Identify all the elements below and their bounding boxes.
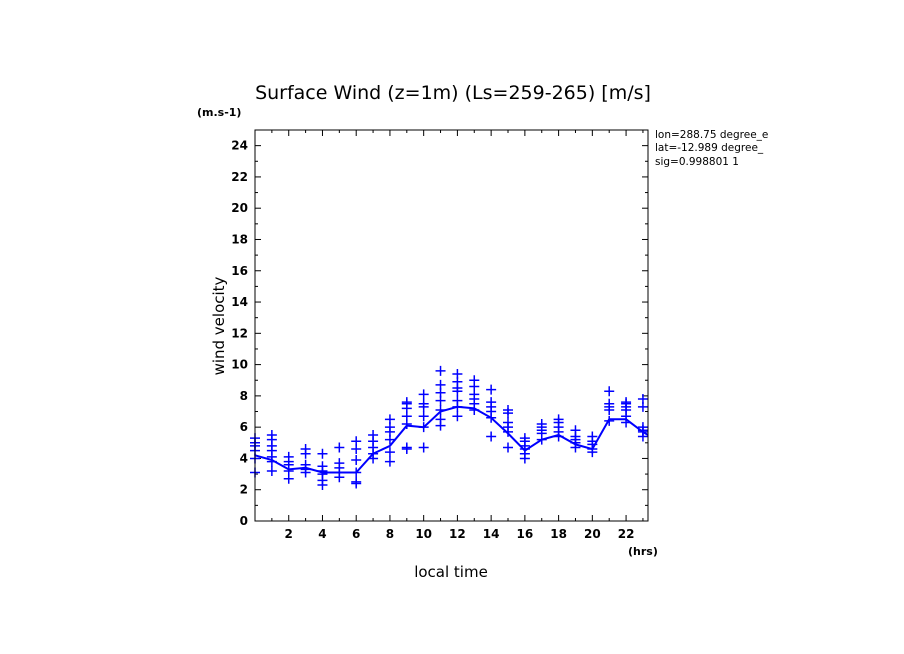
sample-point [266,465,277,476]
y-tick-label: 4 [240,451,248,465]
sample-point [418,422,429,433]
sample-point [384,456,395,467]
sample-point [519,433,530,444]
sample-point [486,397,497,408]
y-tick-label: 10 [231,358,248,372]
sample-point [334,442,345,453]
sample-point [604,398,615,409]
sample-point [384,414,395,425]
y-unit-label: (m.s-1) [197,106,241,119]
sample-point [604,386,615,397]
sample-point [435,365,446,376]
plot-frame [254,129,649,522]
y-tick-label: 2 [240,483,248,497]
y-tick-label: 6 [240,420,248,434]
sample-point [351,455,362,466]
x-axis-title: local time [414,563,488,581]
sample-point [452,395,463,406]
sample-point [452,411,463,422]
y-axis-title: wind velocity [210,276,228,375]
sample-point [351,436,362,447]
x-unit-label: (hrs) [628,545,658,558]
sample-point [553,414,564,425]
info-line-lon: lon=288.75 degree_e [655,129,768,141]
sample-point [621,397,632,408]
y-tick-label: 12 [231,326,248,340]
x-tick-label: 8 [386,527,394,541]
x-tick-label: 22 [618,527,635,541]
y-tick-label: 18 [231,232,248,246]
sample-point [503,442,514,453]
sample-point [503,417,514,428]
sample-point [300,459,311,470]
sample-point [351,476,362,487]
sample-point [401,397,412,408]
sample-point [300,444,311,455]
sample-point [637,422,648,433]
sample-point [587,431,598,442]
sample-point [503,404,514,415]
sample-point [317,461,328,472]
sample-point [283,451,294,462]
x-tick-label: 10 [415,527,432,541]
mean-wind-line [254,405,649,474]
x-tick-label: 16 [517,527,534,541]
sample-point [384,447,395,458]
sample-point [418,442,429,453]
sample-point [418,398,429,409]
chart-title: Surface Wind (z=1m) (Ls=259-265) [m/s] [255,82,651,104]
x-tick-label: 14 [483,527,500,541]
x-tick-label: 20 [584,527,601,541]
y-tick-label: 0 [240,514,248,528]
sample-point [435,379,446,390]
y-tick-label: 20 [231,201,248,215]
x-tick-label: 6 [352,527,360,541]
sample-point [334,458,345,469]
sample-point [351,467,362,478]
sample-point [418,411,429,422]
sample-point [317,448,328,459]
info-line-sig: sig=0.998801 1 [655,156,739,168]
x-tick-label: 12 [449,527,466,541]
sample-point [452,368,463,379]
sample-point [418,389,429,400]
info-box: lon=288.75 degree_e lat=-12.989 degree_ … [655,129,768,168]
info-line-lat: lat=-12.989 degree_ [655,142,764,154]
y-tick-label: 24 [231,139,248,153]
series-layer [250,365,649,491]
sample-point [401,442,412,453]
sample-point [435,404,446,415]
y-tick-label: 22 [231,170,248,184]
sample-point [536,419,547,430]
sample-point [486,431,497,442]
x-tick-label: 2 [285,527,293,541]
sample-point [486,384,497,395]
sample-point [604,415,615,426]
y-tick-label: 16 [231,264,248,278]
y-tick-label: 8 [240,389,248,403]
x-tick-label: 4 [318,527,326,541]
sample-point [435,414,446,425]
sample-point [570,425,581,436]
sample-point [637,394,648,405]
sample-point [368,429,379,440]
x-tick-label: 18 [550,527,567,541]
sample-point [469,375,480,386]
y-tick-label: 14 [231,295,248,309]
sample-point [266,429,277,440]
